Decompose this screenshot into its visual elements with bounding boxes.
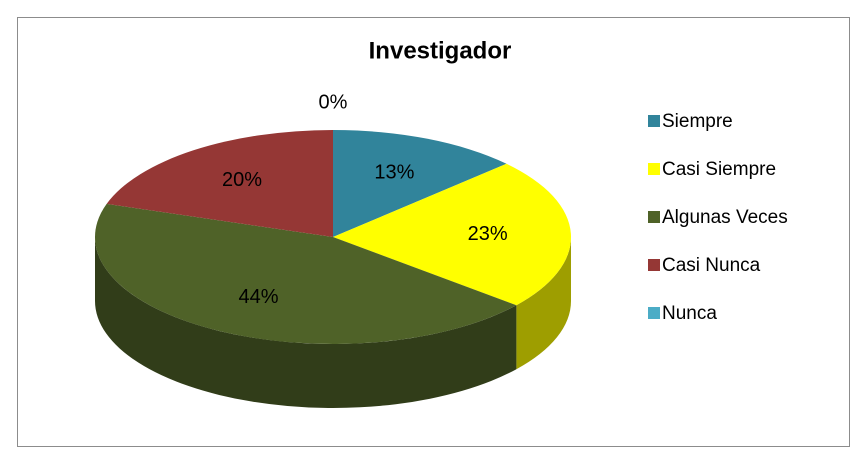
legend-label: Casi Nunca [662,255,761,276]
slice [333,130,507,237]
data-label: 23% [468,223,508,245]
slice-side [516,237,571,370]
data-label: 13% [374,161,414,183]
legend-label: Algunas Veces [662,207,788,228]
legend-swatch [648,307,660,319]
chart-title: Investigador [369,37,512,64]
legend-label: Casi Siempre [662,159,776,180]
legend-swatch [648,115,660,127]
legend-swatch [648,163,660,175]
slice-side [95,237,517,409]
legend-label: Nunca [662,303,717,324]
slice [95,203,517,344]
slice [333,163,571,306]
legend-swatch [648,259,660,271]
slice [106,130,333,237]
data-label: 20% [222,169,262,191]
legend-swatch [648,211,660,223]
data-label: 44% [238,286,278,308]
legend-label: Siempre [662,111,733,132]
data-label: 0% [319,92,348,114]
